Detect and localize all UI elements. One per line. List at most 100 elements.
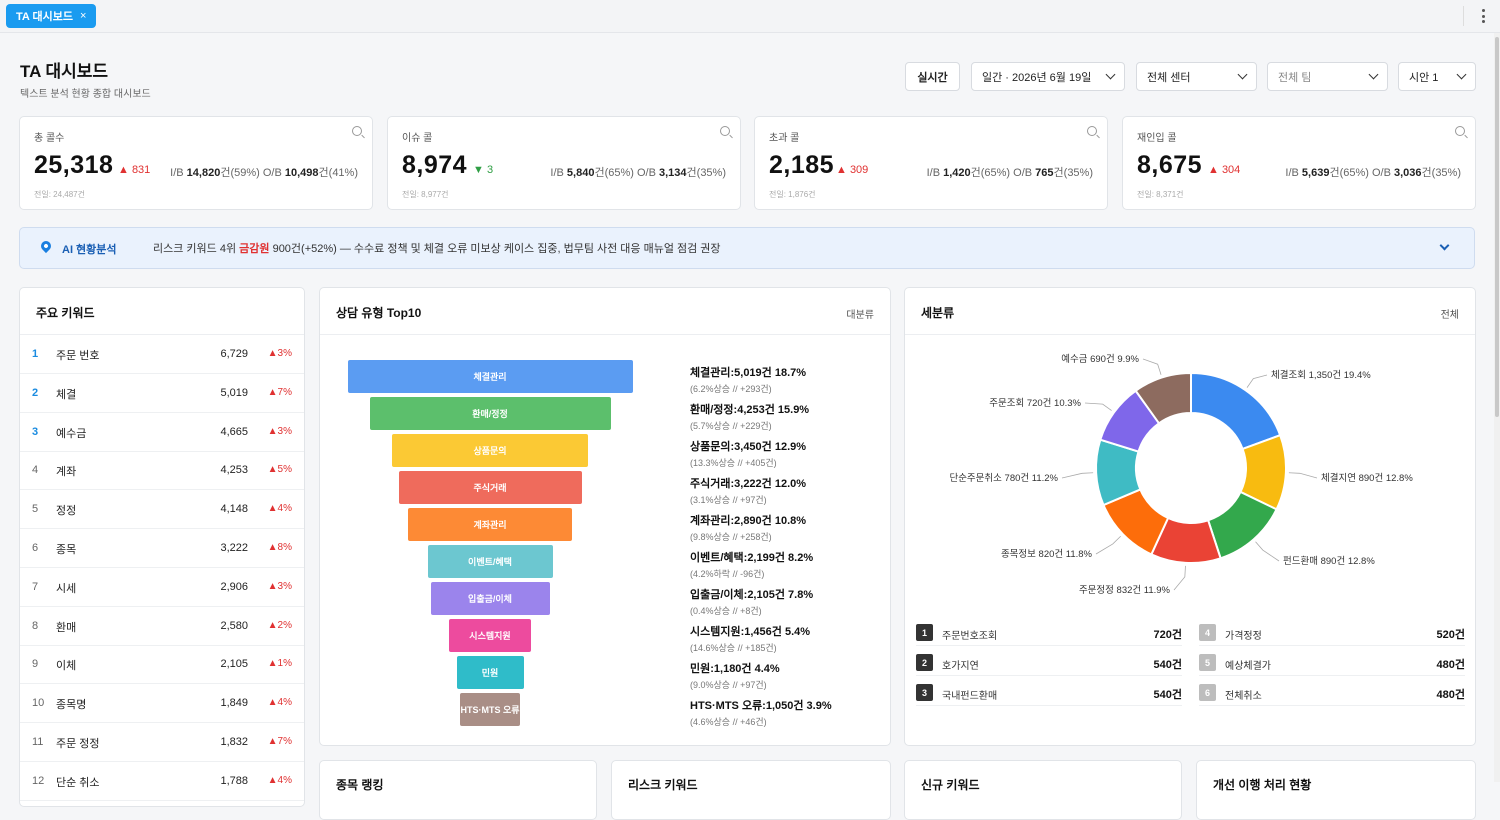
- funnel-label-main: 환매/정정:4,253건 15.9%: [690, 404, 810, 416]
- subcategory-item[interactable]: 2 호가지연 540건: [916, 648, 1182, 676]
- search-icon[interactable]: [1087, 126, 1097, 136]
- rank-badge: 5: [1199, 654, 1216, 671]
- funnel-bar[interactable]: 민원: [456, 656, 524, 689]
- bottom-panel-title: 종목 랭킹: [336, 778, 384, 792]
- donut-slice[interactable]: [1190, 371, 1282, 451]
- keyword-row[interactable]: 6 종목 3,222 ▲8%: [20, 529, 304, 568]
- funnel-bar[interactable]: HTS·MTS 오류: [460, 693, 520, 726]
- improvement-status-panel: 개선 이행 처리 현황: [1196, 760, 1476, 820]
- kpi-card[interactable]: 초과 콜 2,185 ▲ 309 I/B 1,420건(65%) O/B 765건(3…: [754, 116, 1108, 210]
- close-icon[interactable]: ×: [79, 10, 87, 22]
- kpi-label: 재인입 콜: [1137, 133, 1177, 144]
- subcategory-item[interactable]: 3 국내펀드환매 540건: [916, 678, 1182, 706]
- rank-badge: 6: [1199, 684, 1216, 701]
- ai-title: AI 현황분석: [62, 244, 117, 256]
- kpi-card[interactable]: 총 콜수 25,318 ▲ 831 I/B 14,820건(59%) O/B 10,4…: [19, 116, 373, 210]
- subcategory-item[interactable]: 1 주문번호조회 720건: [916, 618, 1182, 646]
- donut-leader-line: [1246, 374, 1268, 388]
- donut-slice[interactable]: [1134, 371, 1192, 425]
- keyword-rank: 11: [32, 736, 44, 748]
- hypothesis-select[interactable]: 시안 1: [1398, 62, 1476, 91]
- more-vertical-icon[interactable]: [1480, 8, 1486, 24]
- rank-badge: 2: [916, 654, 933, 671]
- kpi-value: 8,675: [1137, 151, 1203, 179]
- funnel-label-main: 주식거래:3,222건 12.0%: [690, 478, 807, 490]
- funnel-label-main: 시스템지원:1,456건 5.4%: [690, 626, 811, 638]
- funnel-bar[interactable]: 환매/정정: [369, 397, 611, 430]
- funnel-label-main: HTS·MTS 오류:1,050건 3.9%: [690, 700, 832, 712]
- keyword-row[interactable]: 5 정정 4,148 ▲4%: [20, 490, 304, 530]
- subcategory-name: 전체취소: [1225, 691, 1262, 702]
- keyword-name: 환매: [56, 621, 77, 634]
- scrollbar[interactable]: [1494, 33, 1500, 782]
- search-icon[interactable]: [720, 126, 730, 136]
- keyword-row[interactable]: 10 종목명 1,849 ▲4%: [20, 684, 304, 724]
- kpi-card[interactable]: 이슈 콜 8,974 ▼ 3 I/B 5,840건(65%) O/B 3,134건(3…: [387, 116, 741, 210]
- donut-label: 펀드환매 890건 12.8%: [1283, 555, 1375, 567]
- keyword-row[interactable]: 4 계좌 4,253 ▲5%: [20, 451, 304, 491]
- team-select[interactable]: 전체 팀: [1267, 62, 1388, 91]
- ob-rest: 건(35%): [1053, 167, 1093, 179]
- kpi-previous: 전일: 24,487건: [34, 190, 85, 199]
- ob-rest: 건(35%): [686, 167, 726, 179]
- funnel-bar[interactable]: 시스템지원: [449, 619, 531, 652]
- kpi-card[interactable]: 재인입 콜 8,675 ▲ 304 I/B 5,639건(65%) O/B 3,036…: [1122, 116, 1476, 210]
- kpi-label: 초과 콜: [769, 133, 800, 144]
- realtime-button[interactable]: 실시간: [905, 62, 960, 91]
- keyword-row[interactable]: 8 환매 2,580 ▲2%: [20, 607, 304, 646]
- keyword-count: 1,849: [220, 697, 248, 710]
- keyword-row[interactable]: 12 단순 취소 1,788 ▲4%: [20, 762, 304, 801]
- funnel-bar[interactable]: 주식거래: [398, 471, 582, 504]
- funnel-label: 시스템지원:1,456건 5.4% (14.6%상승 // +185건): [690, 623, 890, 654]
- kpi-label: 총 콜수: [34, 133, 65, 144]
- funnel-bar[interactable]: 이벤트/혜택: [427, 545, 553, 578]
- keywords-title: 주요 키워드: [36, 306, 95, 320]
- funnel-bar[interactable]: 체결관리: [347, 360, 633, 393]
- period-select[interactable]: 일간 · 2026년 6월 19일: [971, 62, 1125, 91]
- chevron-down-icon: [1105, 69, 1116, 80]
- subcategory-item[interactable]: 5 예상체결가 480건: [1199, 648, 1465, 676]
- keyword-count: 2,580: [220, 619, 248, 632]
- search-icon[interactable]: [352, 126, 362, 136]
- ib-value: 1,420: [943, 167, 971, 179]
- ob-label: O/B: [1371, 167, 1391, 179]
- chevron-down-icon: [1237, 69, 1248, 80]
- keyword-row[interactable]: 1 주문 번호 6,729 ▲3%: [20, 335, 304, 374]
- funnel-bar[interactable]: 상품문의: [392, 434, 588, 467]
- subcategory-item[interactable]: 4 가격정정 520건: [1199, 618, 1465, 646]
- funnel-label-main: 민원:1,180건 4.4%: [690, 663, 780, 675]
- kpi-previous: 전일: 8,977건: [402, 190, 449, 199]
- keyword-name: 주문 번호: [56, 350, 100, 362]
- subcategory-item[interactable]: 6 전체취소 480건: [1199, 678, 1465, 706]
- chevron-down-icon[interactable]: [1439, 240, 1450, 251]
- funnel-bar[interactable]: 입출금/이체: [430, 582, 550, 615]
- keyword-rank: 6: [32, 542, 39, 554]
- ib-rest: 건(65%): [970, 167, 1011, 179]
- ob-label: O/B: [1013, 167, 1033, 179]
- search-icon[interactable]: [1455, 126, 1465, 136]
- funnel-category-label[interactable]: 대분류: [846, 310, 874, 321]
- funnel-label: HTS·MTS 오류:1,050건 3.9% (4.6%상승 // +46건): [690, 697, 890, 728]
- keyword-row[interactable]: 2 체결 5,019 ▲7%: [20, 374, 304, 413]
- funnel-bar[interactable]: 계좌관리: [408, 508, 572, 541]
- keyword-count: 6,729: [220, 348, 248, 360]
- ib-value: 5,840: [566, 167, 595, 179]
- keyword-count: 4,148: [220, 503, 248, 516]
- keyword-row[interactable]: 9 이체 2,105 ▲1%: [20, 645, 304, 685]
- keyword-count: 3,222: [220, 542, 248, 554]
- tab-ta-dashboard[interactable]: TA 대시보드 ×: [6, 4, 97, 28]
- donut-label: 주문조회 720건 10.3%: [989, 398, 1081, 409]
- center-select[interactable]: 전체 센터: [1136, 62, 1257, 91]
- funnel-label-change: (4.2%하락 // -96건): [690, 569, 765, 579]
- center-value: 전체 센터: [1147, 71, 1191, 84]
- ib-label: I/B: [170, 167, 184, 179]
- ai-analysis-banner[interactable]: AI 현황분석 리스크 키워드 4위 금감원 900건(+52%) — 수수료 …: [19, 227, 1475, 269]
- ob-value: 3,134: [659, 167, 687, 179]
- donut-scope-label[interactable]: 전체: [1440, 310, 1459, 321]
- keyword-row[interactable]: 11 주문 정정 1,832 ▲7%: [20, 723, 304, 762]
- ai-message: 리스크 키워드 4위 금감원 900건(+52%) — 수수료 정책 및 체결 …: [153, 243, 721, 255]
- rank-badge: 3: [916, 684, 933, 701]
- keyword-row[interactable]: 7 시세 2,906 ▲3%: [20, 568, 304, 607]
- keyword-row[interactable]: 3 예수금 4,665 ▲3%: [20, 413, 304, 452]
- keyword-change: ▲3%: [267, 348, 292, 359]
